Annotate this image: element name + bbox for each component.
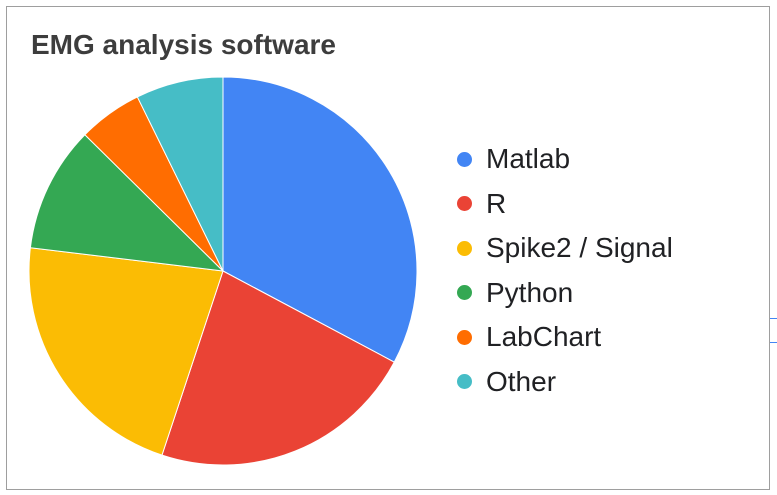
legend: Matlab R Spike2 / Signal Python LabChart Othe… — [457, 137, 673, 404]
legend-swatch — [457, 329, 472, 345]
pie-slice-spike2-signal — [28, 247, 224, 456]
pie-slice-r — [161, 270, 395, 466]
legend-item: Spike2 / Signal — [457, 226, 673, 271]
pie-slices — [28, 76, 418, 466]
legend-label: Other — [486, 365, 557, 397]
legend-label: Spike2 / Signal — [486, 232, 673, 264]
legend-item: Matlab — [457, 137, 673, 182]
legend-item: Python — [457, 271, 673, 316]
legend-swatch — [457, 151, 472, 167]
legend-item: R — [457, 182, 673, 227]
pie-slice-other — [136, 76, 224, 272]
legend-item: LabChart — [457, 315, 673, 360]
edge-mark — [770, 342, 777, 343]
chart-frame: EMG analysis software Matlab R Spike2 / Si… — [6, 6, 770, 490]
pie-slice-matlab — [222, 76, 418, 363]
edge-mark — [770, 318, 777, 319]
legend-label: Python — [486, 276, 574, 308]
chart-title: EMG analysis software — [31, 29, 337, 60]
legend-label: R — [486, 187, 507, 219]
legend-swatch — [457, 285, 472, 301]
legend-label: LabChart — [486, 321, 602, 353]
pie-chart — [28, 76, 418, 466]
legend-swatch — [457, 196, 472, 212]
legend-swatch — [457, 240, 472, 256]
legend-label: Matlab — [486, 143, 571, 175]
legend-item: Other — [457, 360, 673, 405]
pie-slice-python — [29, 134, 225, 272]
legend-swatch — [457, 374, 472, 390]
